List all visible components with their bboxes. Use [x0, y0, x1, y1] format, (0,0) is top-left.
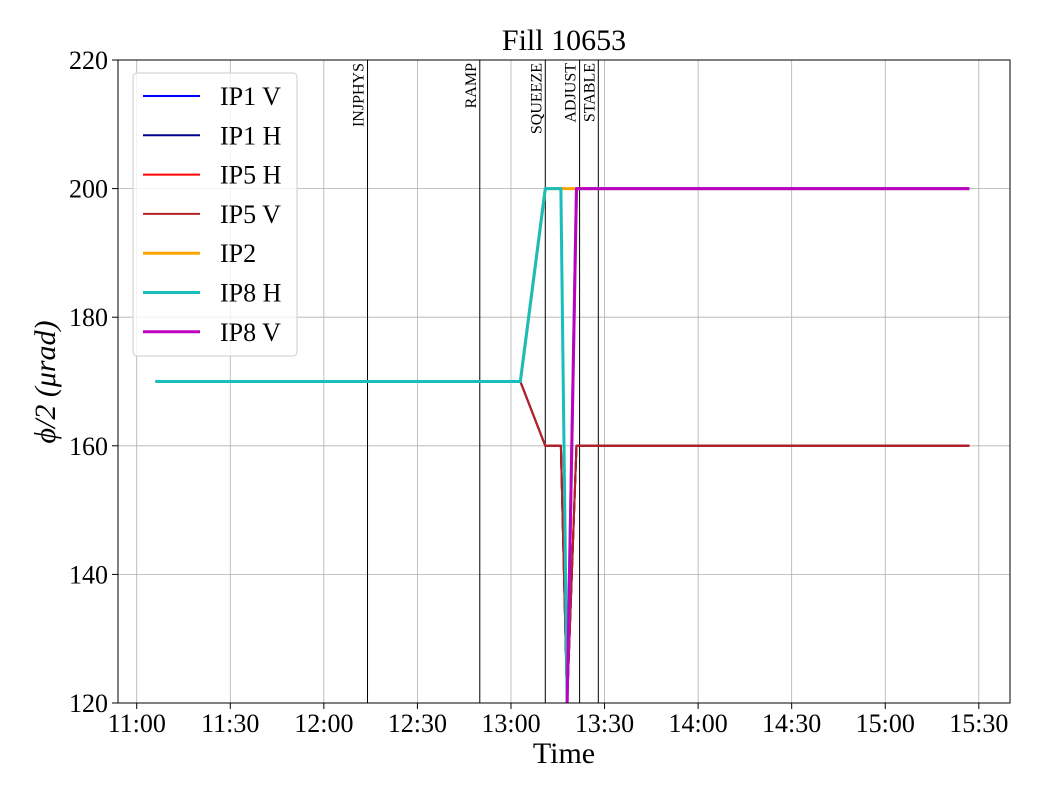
chart-title: Fill 10653	[502, 24, 626, 57]
event-label: ADJUST	[563, 63, 580, 123]
ticks: 120 140 160 180 200 220 11:00 11:30 12:00 12:30 13…	[69, 46, 1008, 738]
event-label: SQUEEZE	[528, 63, 545, 134]
series-line	[565, 187, 970, 703]
x-tick-label: 15:00	[856, 709, 915, 738]
legend-label: IP5 H	[220, 161, 282, 190]
x-tick-label: 14:00	[668, 709, 727, 738]
legend-label: IP2	[220, 239, 256, 268]
event-label: INJPHYS	[351, 63, 368, 127]
y-tick-label: 160	[69, 432, 108, 461]
x-tick-label: 14:30	[762, 709, 821, 738]
x-axis-label: Time	[533, 737, 595, 770]
legend: IP1 V IP1 H IP5 H IP5 V IP2 IP8 H IP8 V	[132, 72, 298, 357]
event-label: STABLE	[581, 63, 598, 122]
y-tick-label: 140	[69, 560, 108, 589]
y-tick-label: 120	[69, 689, 108, 718]
legend-label: IP5 V	[220, 200, 281, 229]
legend-label: IP1 V	[220, 82, 281, 111]
x-tick-label: 11:00	[108, 709, 166, 738]
legend-box	[132, 72, 298, 357]
y-tick-label: 220	[69, 46, 108, 75]
x-tick-label: 13:30	[575, 709, 634, 738]
x-tick-label: 15:30	[949, 709, 1008, 738]
plot-frame	[117, 59, 1011, 704]
plot-lines	[155, 187, 970, 703]
y-tick-label: 180	[69, 303, 108, 332]
x-tick-label: 11:30	[201, 709, 259, 738]
y-tick-label: 200	[69, 175, 108, 204]
x-tick-label: 13:00	[481, 709, 540, 738]
y-axis-label: ϕ/2 (μrad)	[29, 320, 62, 443]
x-tick-label: 12:00	[294, 709, 353, 738]
legend-label: IP8 V	[220, 318, 281, 347]
event-label: RAMP	[463, 63, 480, 108]
x-tick-label: 12:30	[388, 709, 447, 738]
legend-label: IP8 H	[220, 279, 282, 308]
legend-label: IP1 H	[220, 121, 282, 150]
